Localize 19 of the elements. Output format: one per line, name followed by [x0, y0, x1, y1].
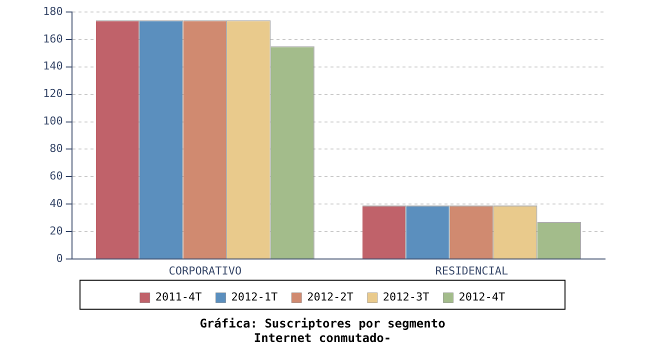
y-tick-label: 180	[42, 4, 63, 18]
text: Gráfica: Suscriptores por segmento	[200, 316, 446, 331]
legend-label: 2012-4T	[458, 290, 506, 304]
x-tick-label: RESIDENCIAL	[435, 264, 509, 278]
text: Internet conmutado-	[254, 330, 392, 345]
x-tick-label: CORPORATIVO	[168, 264, 242, 278]
y-tick-label: 20	[50, 224, 63, 238]
y-tick-label: 0	[56, 252, 63, 265]
legend-label: 2012-3T	[382, 290, 430, 304]
y-tick-label: 40	[50, 196, 63, 210]
y-tick-label: 160	[42, 32, 63, 46]
y-tick-label: 140	[42, 60, 63, 73]
legend-label: 2011-4T	[155, 290, 202, 304]
legend-label: 2012-1T	[231, 290, 278, 304]
y-tick-label: 100	[42, 114, 63, 128]
y-tick-label: 120	[42, 87, 63, 100]
legend-label: 2012-2T	[307, 290, 354, 304]
y-tick-label: 80	[50, 142, 63, 156]
y-tick-label: 60	[50, 170, 63, 183]
